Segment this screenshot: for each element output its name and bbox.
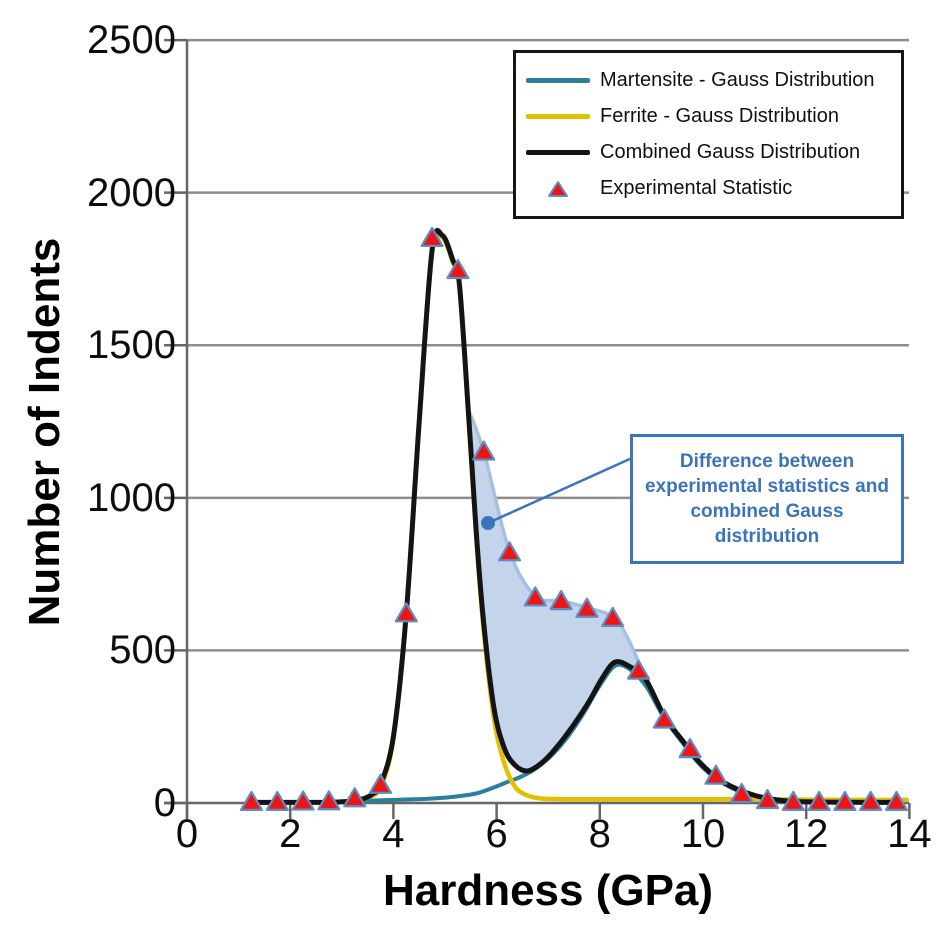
experimental-point-marker xyxy=(291,790,315,811)
experimental-point-marker xyxy=(317,790,341,811)
experimental-point-marker xyxy=(549,589,573,611)
experimental-point-marker xyxy=(420,226,444,248)
legend: Martensite - Gauss Distribution Ferrite -… xyxy=(513,50,904,219)
experimental-point-marker xyxy=(497,541,522,562)
y-tick-label: 0 xyxy=(153,781,176,825)
legend-item: Ferrite - Gauss Distribution xyxy=(526,105,891,128)
y-axis-title: Number of Indents xyxy=(20,237,69,627)
legend-line-swatch xyxy=(526,150,590,155)
legend-item-label: Combined Gauss Distribution xyxy=(600,141,861,163)
experimental-point-marker xyxy=(626,659,651,680)
legend-item-label: Ferrite - Gauss Distribution xyxy=(600,105,839,127)
experimental-point-marker xyxy=(755,788,780,810)
legend-item-label: Martensite - Gauss Distribution xyxy=(600,69,875,91)
experimental-point-marker xyxy=(265,790,289,811)
y-tick-label: 2500 xyxy=(87,18,176,63)
experimental-point-marker xyxy=(446,258,470,280)
x-tick-label: 8 xyxy=(588,812,611,856)
experimental-point-marker xyxy=(523,586,547,607)
legend-line-swatch-bar xyxy=(526,114,590,119)
experimental-point-marker xyxy=(781,790,805,811)
experimental-point-marker xyxy=(884,790,909,811)
annotation-box: Difference between experimental statisti… xyxy=(630,434,904,564)
legend-item-label: Experimental Statistic xyxy=(600,177,793,199)
experimental-point-marker xyxy=(601,606,625,627)
experimental-point-marker xyxy=(704,764,728,785)
x-tick-label: 4 xyxy=(382,812,405,856)
x-tick-label: 14 xyxy=(887,812,932,856)
legend-triangle-icon xyxy=(526,180,590,198)
legend-line-swatch xyxy=(526,114,590,119)
x-tick-label: 6 xyxy=(485,812,508,856)
annotation-leader-line xyxy=(487,456,633,525)
legend-line-swatch xyxy=(526,78,590,83)
experimental-point-marker xyxy=(239,790,264,811)
annotation-dot xyxy=(481,516,495,530)
legend-item: Martensite - Gauss Distribution xyxy=(526,69,891,92)
legend-item: Experimental Statistic xyxy=(526,177,891,200)
legend-line-swatch-bar xyxy=(526,150,590,155)
triangle-marker-icon xyxy=(548,180,568,197)
x-tick-label: 0 xyxy=(175,812,199,856)
x-tick-label: 12 xyxy=(783,812,829,856)
experimental-point-marker xyxy=(652,708,676,729)
y-tick-label: 1500 xyxy=(87,323,176,368)
experimental-point-marker xyxy=(472,440,496,461)
legend-item: Combined Gauss Distribution xyxy=(526,141,891,164)
y-tick-label: 500 xyxy=(109,628,176,673)
experimental-point-marker xyxy=(730,782,754,804)
x-axis-title: Hardness (GPa) xyxy=(382,866,714,915)
experimental-point-marker xyxy=(575,597,599,618)
experimental-point-marker xyxy=(678,737,702,759)
annotation-text: Difference between experimental statisti… xyxy=(645,450,889,548)
y-tick-label: 1000 xyxy=(87,475,176,520)
experimental-point-marker xyxy=(859,790,883,811)
y-tick-label: 2000 xyxy=(87,170,176,215)
x-tick-label: 2 xyxy=(279,812,302,856)
x-tick-label: 10 xyxy=(680,812,726,856)
experimental-point-marker xyxy=(807,790,831,811)
legend-line-swatch-bar xyxy=(526,78,590,83)
experimental-point-marker xyxy=(343,787,367,808)
experimental-point-marker xyxy=(394,602,418,623)
experimental-point-marker xyxy=(368,773,393,794)
experimental-point-marker xyxy=(833,790,857,811)
